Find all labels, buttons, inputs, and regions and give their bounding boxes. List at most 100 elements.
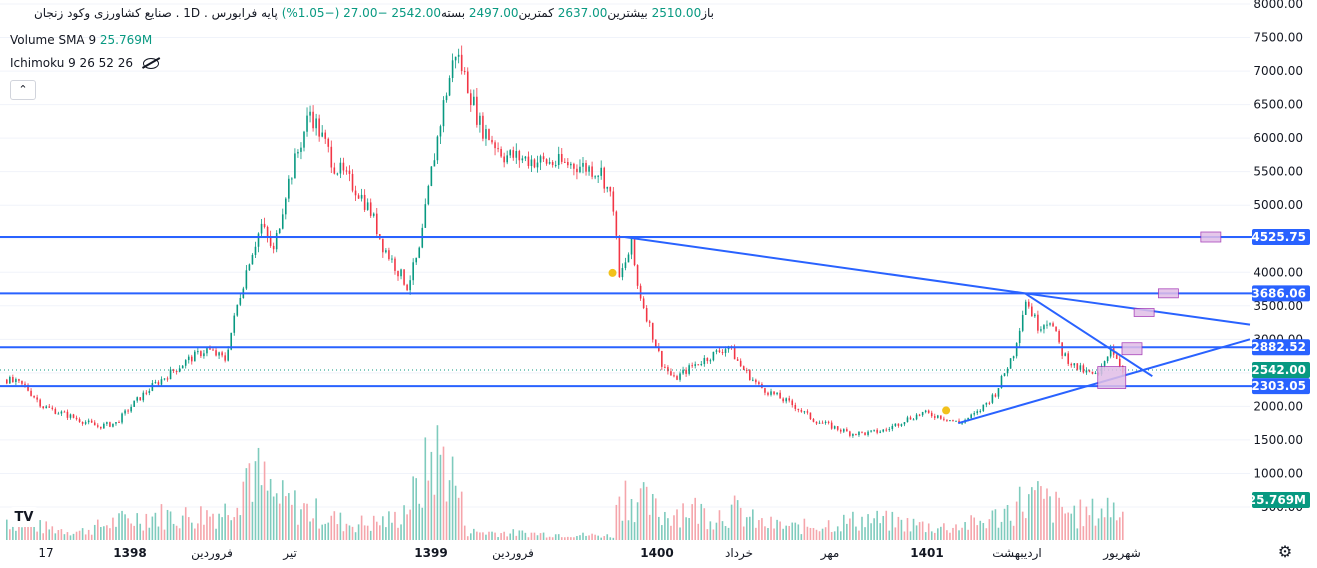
volume-bar [494, 532, 496, 540]
volume-bar [1015, 501, 1018, 540]
candle-body [75, 417, 78, 420]
volume-bar [33, 524, 35, 540]
candle-body [1015, 343, 1018, 357]
candle-body [100, 426, 102, 429]
candle-body [542, 156, 545, 160]
volume-bar [351, 526, 354, 540]
time-axis-label: 1398 [113, 546, 146, 560]
volume-bar [833, 531, 836, 540]
candle-body [627, 254, 630, 263]
volume-bar [688, 518, 690, 540]
candle-body [112, 423, 114, 427]
volume-bar [342, 531, 345, 540]
candle-body [375, 213, 378, 235]
candle-body [84, 422, 87, 424]
collapse-legend-button[interactable]: ⌃ [10, 80, 36, 100]
candle-body [90, 420, 93, 423]
level-price-label: 4525.75 [1251, 230, 1306, 244]
volume-bar [466, 536, 469, 540]
volume-bar [151, 516, 154, 540]
candle-body [118, 422, 120, 424]
volume-bar [839, 531, 842, 540]
candle-body [955, 420, 957, 422]
volume-bar [72, 533, 75, 540]
candle-body [846, 429, 848, 432]
ichimoku-legend[interactable]: Ichimoku 9 26 52 26 [10, 56, 159, 70]
volume-bar [594, 534, 596, 540]
volume-bar [645, 486, 648, 540]
volume-bar [557, 534, 560, 540]
candle-body [96, 425, 99, 427]
candle-body [245, 270, 248, 289]
candle-body [427, 185, 430, 205]
volume-bar [360, 515, 363, 540]
candle-body [694, 364, 697, 366]
volume-bar [245, 468, 248, 540]
candle-body [227, 349, 229, 361]
volume-bar [197, 523, 199, 540]
candle-body [482, 115, 484, 139]
volume-bar [124, 514, 126, 540]
candle-body [554, 165, 557, 167]
candle-body [1091, 371, 1094, 374]
volume-bar [294, 490, 296, 540]
volume-bar [436, 425, 439, 540]
candle-body [982, 404, 985, 411]
candle-body [809, 412, 812, 420]
candle-body [200, 351, 202, 357]
candle-body [1061, 342, 1063, 356]
volume-bar [1118, 517, 1121, 540]
candle-body [991, 394, 994, 403]
marker-box [1097, 366, 1127, 389]
candle-body [93, 422, 96, 426]
candle-body [612, 191, 615, 212]
volume-bar [667, 518, 669, 540]
volume-bar [409, 509, 411, 540]
volume-bar [336, 524, 339, 540]
candle-body [506, 155, 508, 163]
candle-body [518, 151, 521, 161]
candle-body [1094, 372, 1097, 374]
exchange-name: پایه فرابورس [211, 6, 278, 20]
hidden-eye-icon[interactable] [142, 58, 159, 69]
volume-bar [169, 511, 172, 540]
candle-body [60, 411, 63, 414]
volume-bar [118, 513, 120, 540]
volume-bar [739, 507, 742, 540]
volume-bar [758, 520, 760, 540]
candle-body [433, 160, 436, 167]
candle-body [206, 348, 208, 354]
volume-bar [194, 528, 196, 540]
volume-bar [676, 509, 678, 540]
volume-bar [1067, 512, 1070, 540]
volume-bar [1085, 506, 1088, 540]
volume-bar [27, 524, 29, 540]
candle-body [937, 415, 939, 418]
volume-bar [112, 517, 114, 540]
volume-bar [230, 520, 233, 540]
gear-icon[interactable]: ⚙ [1277, 542, 1293, 561]
candle-body [700, 364, 703, 366]
volume-bar [291, 504, 293, 540]
candle-body [621, 268, 624, 278]
candle-body [539, 156, 542, 163]
volume-bar [309, 521, 311, 540]
candle-body [879, 431, 881, 433]
volume-bar [576, 536, 578, 540]
volume-bar [257, 447, 260, 540]
candle-body [530, 159, 533, 166]
candle-body [788, 398, 791, 401]
candle-body [233, 315, 236, 333]
volume-bar [303, 503, 305, 540]
volume-bar [96, 519, 99, 540]
volume-legend[interactable]: Volume SMA 9 25.769M [10, 33, 152, 47]
volume-bar [615, 504, 618, 540]
candle-body [924, 410, 927, 413]
candle-body [782, 398, 784, 402]
interval[interactable]: 1D [183, 6, 201, 20]
volume-bar [382, 516, 384, 540]
symbol-name[interactable]: صنایع کشاورزی وکود زنجان [33, 6, 172, 20]
candle-body [115, 422, 117, 424]
volume-bar [48, 529, 51, 540]
